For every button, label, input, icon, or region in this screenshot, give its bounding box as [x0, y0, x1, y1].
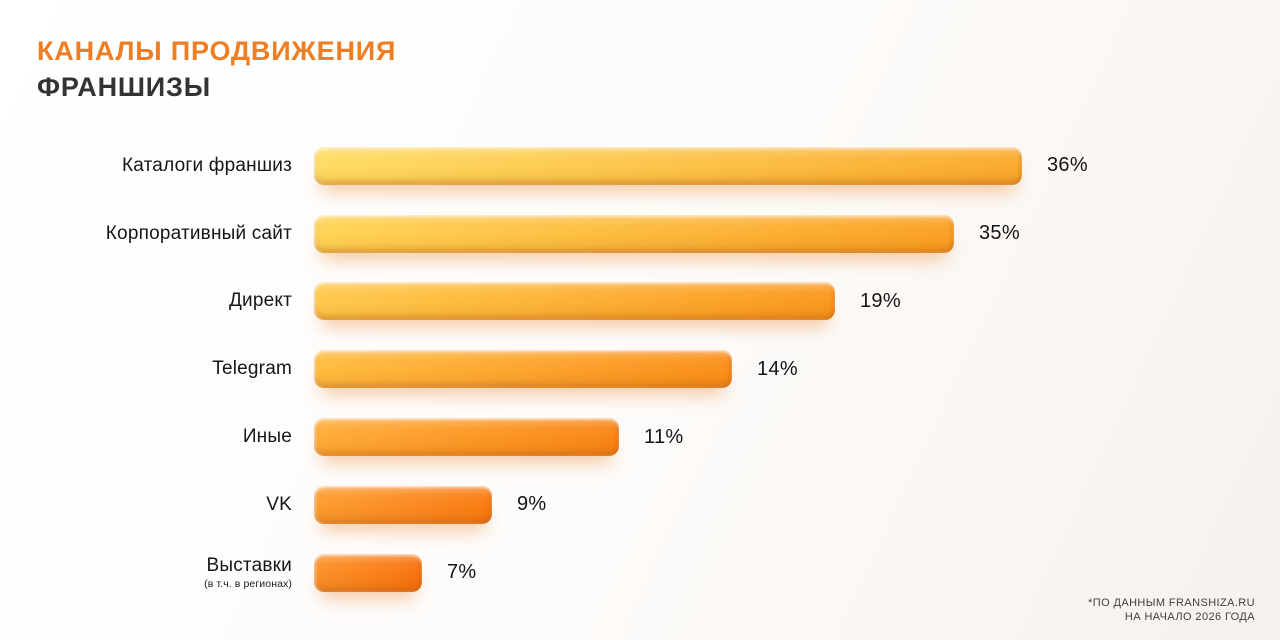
category-label-text: Каталоги франшиз: [122, 154, 292, 176]
category-label-text: Выставки: [206, 555, 292, 577]
value-label: 7%: [447, 561, 477, 584]
bar: [314, 553, 422, 592]
category-label: Корпоративный сайт: [37, 223, 292, 245]
category-label: Telegram: [37, 358, 292, 380]
chart-row: Иные 11%: [37, 403, 1088, 471]
chart-row: VK 9%: [37, 471, 1088, 539]
category-label-text: Telegram: [212, 358, 292, 380]
category-label-text: Иные: [242, 426, 292, 448]
footnote: *ПО ДАННЫМ FRANSHIZA.RU НА НАЧАЛО 2026 Г…: [1088, 596, 1255, 624]
value-label: 14%: [757, 357, 798, 380]
footnote-line1: *ПО ДАННЫМ FRANSHIZA.RU: [1088, 597, 1255, 609]
category-sublabel: (в т.ч. в регионах): [204, 578, 292, 591]
chart-row: Выставки (в т.ч. в регионах) 7%: [37, 539, 1088, 607]
value-label: 9%: [517, 493, 547, 516]
bar: [314, 350, 732, 389]
category-label-text: Директ: [228, 290, 292, 312]
bar: [314, 418, 619, 457]
category-label: Иные: [37, 426, 292, 448]
page-title: КАНАЛЫ ПРОДВИЖЕНИЯ ФРАНШИЗЫ: [37, 36, 396, 103]
bar: [314, 282, 835, 321]
chart-row: Корпоративный сайт 35%: [37, 200, 1088, 268]
category-label: Директ: [37, 290, 292, 312]
footnote-line2: НА НАЧАЛО 2026 ГОДА: [1124, 611, 1255, 623]
bar: [314, 214, 954, 253]
value-label: 36%: [1047, 154, 1088, 177]
bar: [314, 146, 1022, 185]
chart-row: Директ 19%: [37, 268, 1088, 336]
category-label: VK: [37, 494, 292, 516]
bar: [314, 485, 492, 524]
category-label: Каталоги франшиз: [37, 155, 292, 177]
page-title-line1: КАНАЛЫ ПРОДВИЖЕНИЯ: [37, 36, 397, 66]
chart-row: Telegram 14%: [37, 335, 1088, 403]
bar-chart: Каталоги франшиз 36% Корпоративный сайт …: [37, 132, 1088, 607]
chart-row: Каталоги франшиз 36%: [37, 132, 1088, 200]
category-label: Выставки (в т.ч. в регионах): [37, 555, 292, 590]
category-label-text: Корпоративный сайт: [105, 222, 292, 244]
value-label: 35%: [979, 222, 1020, 245]
value-label: 11%: [644, 425, 684, 448]
category-label-text: VK: [266, 493, 292, 515]
value-label: 19%: [860, 289, 901, 312]
page-title-line2: ФРАНШИЗЫ: [37, 72, 211, 102]
